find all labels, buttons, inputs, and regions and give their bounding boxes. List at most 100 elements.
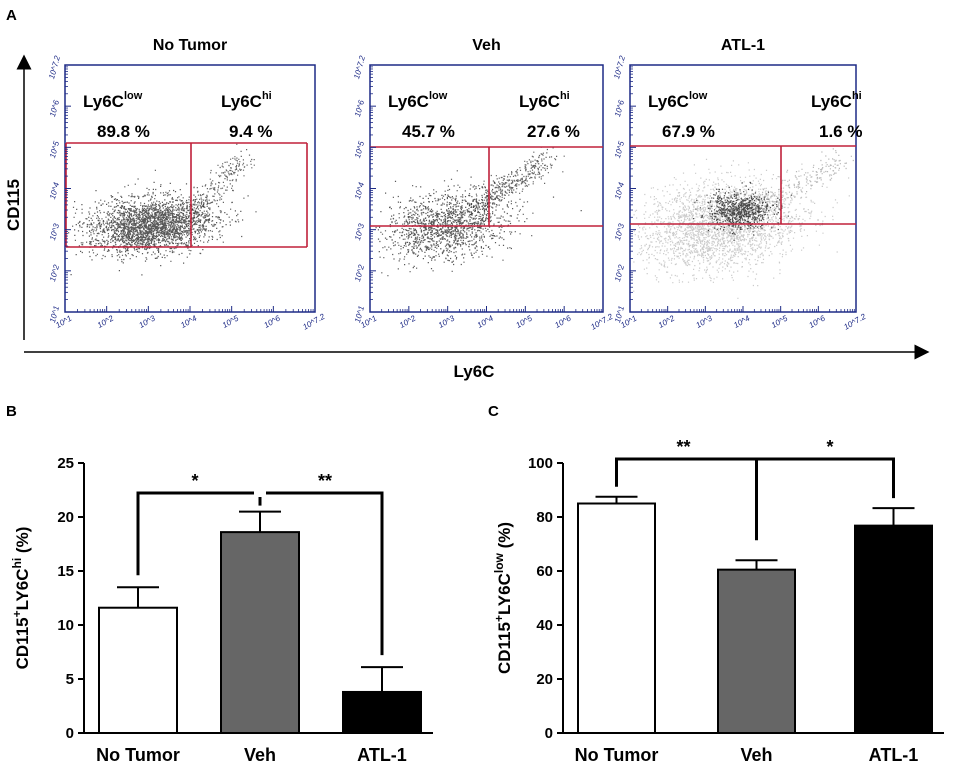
y-tick-label: 10^7.2 bbox=[352, 54, 367, 80]
y-tick-label: 10^6 bbox=[353, 99, 366, 118]
panel-letter-c: C bbox=[488, 403, 499, 420]
category-label: ATL-1 bbox=[869, 745, 919, 765]
x-tick-label: 10^3 bbox=[694, 313, 714, 330]
y-tick-label: 0 bbox=[545, 725, 553, 742]
y-axis-label: CD115+LY6Chi (%) bbox=[10, 527, 32, 670]
gate-hi-percent: 1.6 % bbox=[819, 122, 862, 141]
y-tick-label: 25 bbox=[57, 455, 74, 472]
bar-no-tumor bbox=[98, 606, 178, 734]
category-label: Veh bbox=[740, 745, 772, 765]
y-tick-label: 20 bbox=[57, 509, 74, 526]
y-tick-label: 15 bbox=[57, 563, 74, 580]
x-tick-label: 10^2 bbox=[657, 313, 677, 330]
y-tick-label: 10^6 bbox=[613, 99, 626, 118]
y-tick-label: 10^5 bbox=[353, 140, 366, 159]
gate-hi-label: Ly6Chi bbox=[221, 90, 272, 111]
category-label: ATL-1 bbox=[357, 745, 407, 765]
gate-hi-percent: 9.4 % bbox=[229, 122, 272, 141]
bar-veh bbox=[220, 531, 300, 734]
y-tick-label: 10^4 bbox=[48, 181, 61, 200]
y-tick-label: 10^7.2 bbox=[612, 54, 627, 80]
x-tick-label: 10^6 bbox=[262, 313, 282, 330]
panel-letter-a: A bbox=[6, 7, 17, 24]
x-tick-label: 10^3 bbox=[137, 313, 157, 330]
y-tick-label: 10^3 bbox=[613, 222, 626, 241]
y-tick-label: 100 bbox=[528, 455, 553, 472]
y-tick-label: 80 bbox=[536, 509, 553, 526]
x-tick-label: 10^4 bbox=[476, 313, 496, 330]
scatter-core bbox=[692, 181, 793, 241]
y-tick-label: 10^4 bbox=[353, 181, 366, 200]
y-tick-label: 40 bbox=[536, 617, 553, 634]
bar-atl-1 bbox=[854, 524, 933, 735]
significance-brackets: *** bbox=[136, 471, 384, 656]
bar-veh bbox=[717, 568, 796, 735]
y-tick-label: 5 bbox=[66, 671, 74, 688]
y-tick-label: 10^7.2 bbox=[47, 54, 62, 80]
flow-plot-title: No Tumor bbox=[153, 37, 227, 54]
y-tick-label: 10^3 bbox=[48, 222, 61, 241]
gate-low-label: Ly6Clow bbox=[388, 90, 448, 111]
x-tick-label: 10^2 bbox=[96, 313, 116, 330]
scatter-diagonal bbox=[459, 146, 565, 218]
y-tick-label: 10^2 bbox=[48, 263, 61, 282]
y-tick-label: 10^3 bbox=[353, 222, 366, 241]
flow-x-axis-title: Ly6C bbox=[454, 362, 495, 381]
significance-brackets: *** bbox=[615, 437, 895, 541]
significance-label: ** bbox=[676, 437, 690, 457]
bar-chart-b: 0 5 10 15 20 25 CD115+LY6Chi (%) No Tumor Veh ATL… bbox=[10, 455, 433, 765]
x-tick-label: 10^3 bbox=[437, 313, 457, 330]
y-tick-label: 20 bbox=[536, 671, 553, 688]
scatter-cloud bbox=[375, 170, 582, 277]
flow-plot-title: Veh bbox=[472, 37, 500, 54]
log-axis-ticks: 10^110^1 10^210^210^310^310^410^410^510^5… bbox=[612, 54, 868, 331]
x-tick-label: 10^4 bbox=[179, 313, 199, 330]
y-tick-label: 60 bbox=[536, 563, 553, 580]
x-tick-label: 10^5 bbox=[221, 313, 241, 330]
category-label: No Tumor bbox=[96, 745, 180, 765]
significance-label: * bbox=[191, 471, 198, 491]
y-tick-label: 10^4 bbox=[613, 181, 626, 200]
gate-hi-label: Ly6Chi bbox=[519, 90, 570, 111]
y-tick-label: 10^1 bbox=[48, 305, 61, 324]
x-tick-label: 10^7.2 bbox=[589, 312, 615, 332]
panel-letter-b: B bbox=[6, 403, 17, 420]
gate-hi-percent: 27.6 % bbox=[527, 122, 580, 141]
y-tick-label: 10^2 bbox=[613, 263, 626, 282]
y-tick-label: 10^5 bbox=[48, 140, 61, 159]
gate-low-percent: 89.8 % bbox=[97, 122, 150, 141]
scatter-diagonal bbox=[732, 148, 854, 230]
flow-y-axis-title: CD115 bbox=[4, 179, 23, 231]
x-tick-label: 10^2 bbox=[398, 313, 418, 330]
scatter-dots bbox=[633, 148, 854, 299]
significance-label: * bbox=[826, 437, 833, 457]
x-tick-label: 10^7.2 bbox=[301, 312, 327, 332]
x-tick-label: 10^6 bbox=[553, 313, 573, 330]
y-tick-label: 10 bbox=[57, 617, 74, 634]
scatter-cloud bbox=[68, 169, 257, 276]
bar-atl-1 bbox=[342, 690, 422, 735]
x-tick-label: 10^7.2 bbox=[842, 312, 868, 332]
x-tick-label: 10^6 bbox=[807, 313, 827, 330]
scatter-dots bbox=[375, 146, 582, 277]
y-tick-label: 10^6 bbox=[48, 99, 61, 118]
y-tick-label: 10^1 bbox=[613, 305, 626, 324]
category-label: No Tumor bbox=[575, 745, 659, 765]
y-tick-label: 0 bbox=[66, 725, 74, 742]
significance-label: ** bbox=[318, 471, 332, 491]
y-tick-label: 10^2 bbox=[353, 263, 366, 282]
y-axis-label: CD115+LY6Clow (%) bbox=[492, 522, 514, 674]
gate-low-label: Ly6Clow bbox=[83, 90, 143, 111]
bar-chart-c: 0 20 40 60 80 100 CD115+LY6Clow (%) No Tumor Veh… bbox=[492, 437, 944, 765]
gate-hi-label: Ly6Chi bbox=[811, 90, 862, 111]
x-tick-label: 10^4 bbox=[732, 313, 752, 330]
gate-low-label: Ly6Clow bbox=[648, 90, 708, 111]
flow-plot-title: ATL-1 bbox=[721, 37, 765, 54]
bar-no-tumor bbox=[577, 502, 656, 734]
y-tick-label: 10^1 bbox=[353, 305, 366, 324]
category-label: Veh bbox=[244, 745, 276, 765]
x-tick-label: 10^5 bbox=[514, 313, 534, 330]
